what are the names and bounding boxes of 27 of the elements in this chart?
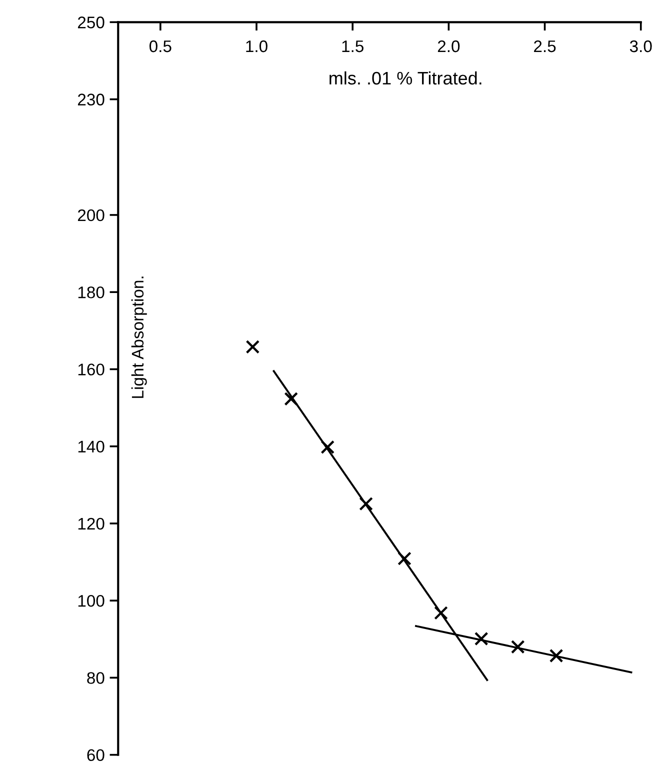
- y-axis-title: Light Absorption.: [131, 276, 147, 398]
- point: [398, 552, 412, 566]
- y-tick-label: 200: [78, 209, 104, 222]
- y-tick-label: 60: [87, 749, 104, 762]
- point: [320, 440, 335, 454]
- point: [359, 496, 373, 511]
- y-tick-label: 140: [78, 440, 104, 453]
- point: [246, 340, 260, 354]
- point: [434, 606, 448, 620]
- point: [549, 648, 564, 663]
- point: [510, 640, 525, 654]
- x-axis-title: mls. .01 % Titrated.: [330, 71, 482, 85]
- y-tick-label: 160: [78, 364, 104, 376]
- y-tick-label: 180: [78, 286, 104, 298]
- y-tick-label: 100: [78, 594, 104, 607]
- x-tick-label: 1.5: [342, 40, 364, 52]
- y-tick-label: 250: [78, 16, 104, 28]
- point: [284, 392, 298, 406]
- x-tick-label: 3.0: [630, 40, 652, 52]
- x-tick-label: 2.5: [534, 40, 556, 52]
- x-tick-label: 2.0: [438, 40, 460, 52]
- point: [474, 632, 488, 646]
- y-tick-label: 80: [87, 672, 104, 684]
- y-tick-label: 120: [78, 518, 104, 530]
- y-tick-label: 230: [78, 94, 104, 106]
- x-tick-label: 0.5: [149, 40, 172, 52]
- x-tick-label: 1.0: [246, 40, 268, 52]
